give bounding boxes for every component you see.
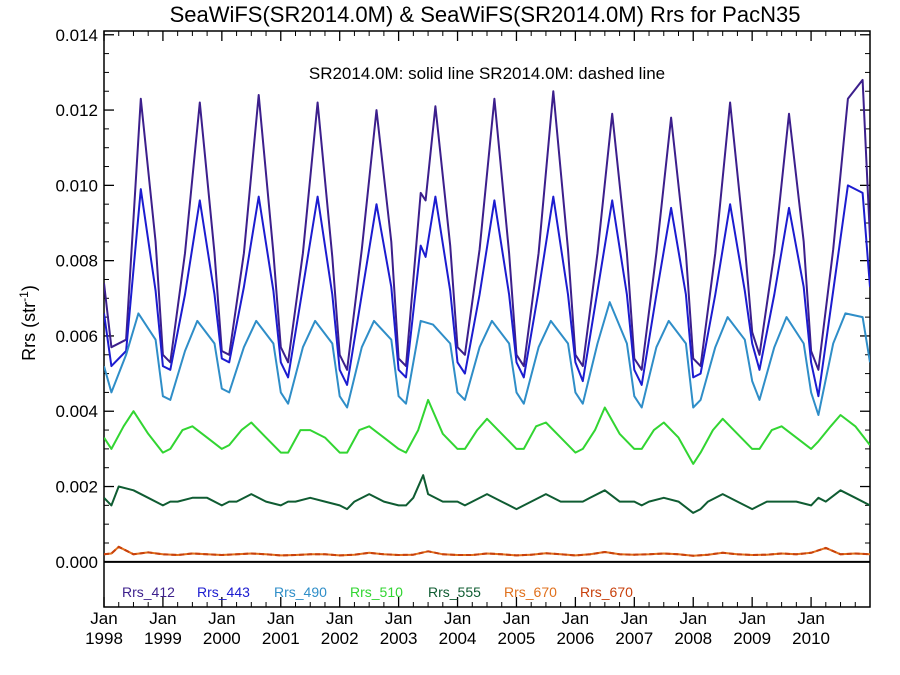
y-axis-label-end: ) [19, 285, 39, 291]
x-tick-year-label: 2009 [733, 629, 771, 648]
x-tick-month-label: Jan [680, 609, 707, 628]
chart-note: SR2014.0M: solid line SR2014.0M: dashed … [309, 64, 665, 83]
x-tick-year-label: 2010 [792, 629, 830, 648]
x-tick-month-label: Jan [503, 609, 530, 628]
x-tick-month-label: Jan [562, 609, 589, 628]
x-tick-month-label: Jan [738, 609, 765, 628]
chart-title: SeaWiFS(SR2014.0M) & SeaWiFS(SR2014.0M) … [170, 2, 801, 27]
x-tick-year-label: 2001 [262, 629, 300, 648]
x-tick-year-label: 2004 [439, 629, 477, 648]
y-axis-label: Rrs (str-1) [17, 285, 39, 361]
series-line-rrs-510-3 [104, 398, 870, 465]
series-line-rrs-555-4 [104, 474, 870, 514]
legend-item-rrs-510: Rrs_510 [350, 584, 403, 600]
x-tick-month-label: Jan [385, 609, 412, 628]
y-tick-label: 0.010 [55, 176, 98, 195]
x-tick-year-label: 2002 [321, 629, 359, 648]
y-tick-label: 0.008 [55, 252, 98, 271]
y-axis-label-superscript: -1 [17, 291, 31, 302]
x-tick-year-label: 2003 [380, 629, 418, 648]
x-tick-year-label: 2000 [203, 629, 241, 648]
x-tick-year-label: 1999 [144, 629, 182, 648]
x-tick-month-label: Jan [90, 609, 117, 628]
x-tick-month-label: Jan [326, 609, 353, 628]
y-axis-label-main: Rrs (str [19, 302, 39, 361]
series-line-rrs-670-6 [104, 545, 870, 557]
legend-item-rrs-670: Rrs_670 [580, 584, 633, 600]
x-tick-month-label: Jan [208, 609, 235, 628]
series-line-rrs-490-2 [104, 301, 870, 416]
series-line-rrs-412-0 [104, 78, 870, 371]
legend-item-rrs-443: Rrs_443 [197, 584, 250, 600]
x-tick-month-label: Jan [797, 609, 824, 628]
x-tick-month-label: Jan [621, 609, 648, 628]
y-tick-label: 0.012 [55, 101, 98, 120]
y-tick-label: 0.006 [55, 327, 98, 346]
y-tick-label: 0.002 [55, 478, 98, 497]
legend-item-rrs-490: Rrs_490 [274, 584, 327, 600]
x-tick-year-label: 2007 [615, 629, 653, 648]
series-line-rrs-443-1 [104, 184, 870, 398]
x-tick-month-label: Jan [267, 609, 294, 628]
x-tick-year-label: 2006 [556, 629, 594, 648]
legend-item-rrs-412: Rrs_412 [122, 584, 175, 600]
legend-item-rrs-670: Rrs_670 [504, 584, 557, 600]
y-tick-label: 0.004 [55, 402, 98, 421]
legend-item-rrs-555: Rrs_555 [428, 584, 481, 600]
x-tick-month-label: Jan [149, 609, 176, 628]
x-tick-year-label: 2008 [674, 629, 712, 648]
y-tick-label: 0.000 [55, 553, 98, 572]
x-tick-year-label: 2005 [498, 629, 536, 648]
plot-area: 0.000 0.002 0.004 0.006 0.008 0.010 0.012 0.014… [55, 26, 871, 648]
y-tick-label: 0.014 [55, 26, 98, 45]
x-tick-year-label: 1998 [85, 629, 123, 648]
x-tick-month-label: Jan [444, 609, 471, 628]
